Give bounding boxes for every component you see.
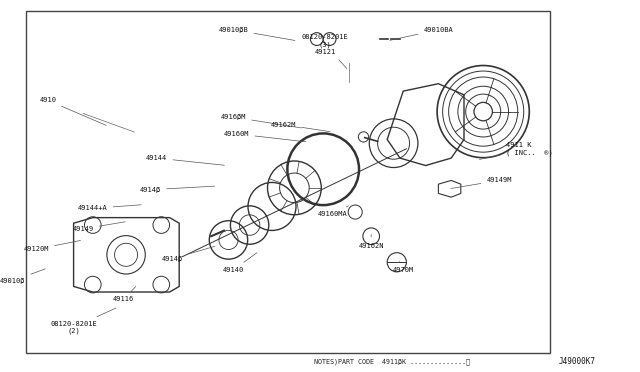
Text: 49010βB: 49010βB [219,27,295,41]
Text: 08120-8201E
(2): 08120-8201E (2) [50,308,116,334]
Text: 49162M: 49162M [271,122,330,132]
Text: 4916βM: 4916βM [221,114,301,128]
Text: 49010BA: 49010BA [390,27,453,40]
Text: 4911 K
( INC..  ®): 4911 K ( INC.. ®) [479,142,552,159]
Text: J49000K7: J49000K7 [558,357,595,366]
Text: 49162N: 49162N [358,234,384,248]
Text: 49010β: 49010β [0,269,45,284]
Text: 49160M: 49160M [224,131,306,142]
Text: 49140: 49140 [223,253,257,273]
Text: 4914β: 4914β [140,186,215,193]
Text: 49149M: 49149M [451,177,512,189]
Text: 4970M: 4970M [392,261,414,273]
Text: NOTES)PART CODE  4911βK ..............Ⓜ: NOTES)PART CODE 4911βK ..............Ⓜ [314,358,470,365]
Text: 49120M: 49120M [24,240,81,252]
Text: 49149: 49149 [72,222,125,232]
Text: 49144: 49144 [146,155,225,165]
Text: 4910: 4910 [40,97,106,125]
Text: 4914β: 4914β [162,246,215,262]
Text: 49144+A: 49144+A [78,205,141,211]
Text: 08120-8201E
(3)
49121: 08120-8201E (3) 49121 [301,34,349,68]
Text: 49116: 49116 [113,286,136,302]
Text: 49160MA: 49160MA [318,206,348,217]
